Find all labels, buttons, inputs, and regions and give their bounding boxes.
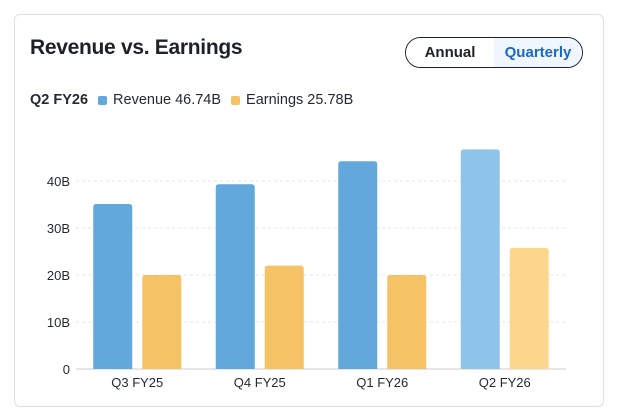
- earnings-bar: [509, 247, 549, 369]
- legend-period: Q2 FY26: [30, 92, 89, 108]
- revenue-bar: [338, 161, 378, 369]
- legend-earnings-value: 25.78B: [307, 92, 354, 108]
- y-tick-label: 0: [63, 362, 70, 377]
- y-tick-label: 20B: [47, 268, 70, 283]
- earnings-bar: [387, 275, 427, 369]
- legend-revenue: Revenue 46.74B: [98, 92, 221, 108]
- earnings-bar: [264, 265, 304, 369]
- earnings-swatch: [231, 95, 241, 105]
- legend-earnings-label: Earnings: [246, 92, 304, 108]
- revenue-bar: [460, 149, 500, 369]
- x-tick-label: Q3 FY25: [111, 375, 163, 390]
- quarterly-button[interactable]: Quarterly: [494, 38, 582, 67]
- y-tick-label: 40B: [47, 174, 70, 189]
- earnings-bar: [142, 275, 182, 369]
- card-title: Revenue vs. Earnings: [30, 36, 243, 59]
- x-tick-label: Q1 FY26: [356, 375, 408, 390]
- revenue-bar: [93, 204, 133, 369]
- chart-legend: Q2 FY26 Revenue 46.74B Earnings 25.78B: [30, 92, 363, 108]
- revenue-swatch: [98, 95, 108, 105]
- legend-revenue-label: Revenue: [113, 92, 172, 108]
- revenue-bar: [215, 184, 255, 369]
- y-tick-label: 30B: [47, 221, 70, 236]
- x-tick-label: Q2 FY26: [479, 375, 531, 390]
- period-toggle: Annual Quarterly: [405, 37, 583, 68]
- x-tick-label: Q4 FY25: [234, 375, 286, 390]
- annual-button[interactable]: Annual: [406, 38, 494, 67]
- legend-revenue-value: 46.74B: [175, 92, 222, 108]
- y-tick-label: 10B: [47, 315, 70, 330]
- legend-earnings: Earnings 25.78B: [231, 92, 353, 108]
